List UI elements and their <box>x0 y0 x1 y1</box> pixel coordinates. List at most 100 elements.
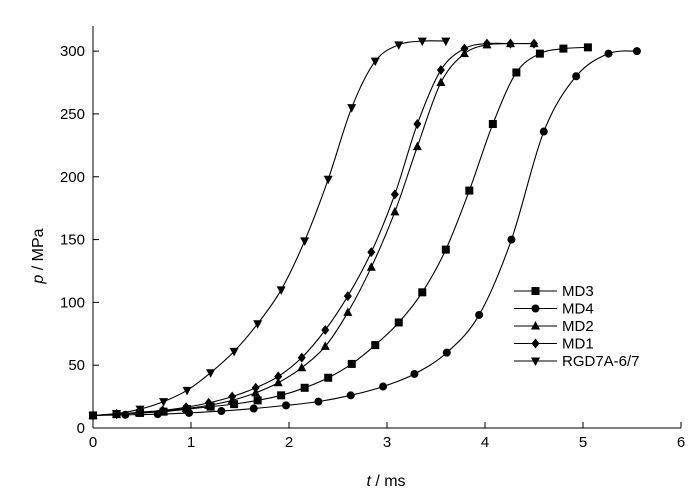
y-tick-label: 250 <box>60 106 85 123</box>
data-point <box>436 64 445 75</box>
y-tick-label: 0 <box>77 420 85 437</box>
data-point <box>230 400 239 409</box>
series-group <box>89 38 538 421</box>
series-line <box>92 42 535 416</box>
data-point <box>482 38 491 49</box>
x-tick-label: 4 <box>481 434 489 451</box>
data-point <box>572 72 581 81</box>
data-point <box>343 307 353 316</box>
legend-marker <box>531 357 540 366</box>
data-point <box>465 186 474 195</box>
y-axis-title: p / MPa <box>30 228 47 284</box>
data-point <box>460 43 469 54</box>
data-point <box>346 391 355 400</box>
data-point <box>559 44 568 53</box>
y-tick-label: 300 <box>60 43 85 60</box>
data-point <box>229 347 239 357</box>
data-point <box>182 402 191 413</box>
data-point <box>379 382 388 391</box>
y-tick-label: 150 <box>60 232 85 249</box>
y-tick-label: 200 <box>60 169 85 186</box>
data-point <box>475 310 484 319</box>
data-point <box>253 320 263 329</box>
data-point <box>604 49 613 58</box>
x-axis-title: t / ms <box>366 473 405 490</box>
data-point <box>88 411 98 421</box>
series-line <box>92 42 534 416</box>
data-point <box>413 118 422 129</box>
data-point <box>390 206 400 216</box>
data-point <box>253 396 262 405</box>
data-point <box>347 359 356 368</box>
data-point <box>512 68 521 77</box>
data-point <box>300 237 310 246</box>
legend-item: MD2 <box>514 318 594 335</box>
data-point <box>158 405 167 416</box>
data-point <box>394 41 404 50</box>
data-point <box>282 401 291 410</box>
data-point <box>182 386 192 396</box>
data-point <box>343 291 352 302</box>
data-point <box>535 49 544 58</box>
legend-item: MD1 <box>514 336 594 353</box>
data-point <box>410 369 419 378</box>
data-point <box>488 119 497 128</box>
data-point <box>436 77 446 87</box>
data-point <box>273 377 283 387</box>
legend-label: MD2 <box>562 318 594 335</box>
x-tick-label: 3 <box>383 434 391 451</box>
series-group <box>88 38 539 419</box>
data-point <box>506 38 515 49</box>
data-point <box>320 341 330 350</box>
legend-marker <box>531 287 540 295</box>
x-tick-label: 2 <box>285 434 293 451</box>
data-point <box>442 348 451 357</box>
legend-item: MD4 <box>514 301 594 318</box>
data-point <box>112 410 122 419</box>
data-point <box>314 397 323 406</box>
data-point <box>370 57 380 67</box>
legend-item: MD3 <box>514 283 594 300</box>
data-point <box>347 104 357 113</box>
series-group <box>89 47 641 420</box>
data-point <box>412 141 422 151</box>
series-line <box>92 46 588 416</box>
data-point <box>507 235 516 244</box>
legend-marker <box>531 321 540 330</box>
data-point <box>367 247 376 258</box>
data-point <box>441 37 451 47</box>
data-point <box>159 398 169 407</box>
data-point <box>274 371 283 382</box>
data-point <box>300 383 309 392</box>
data-point <box>277 391 286 400</box>
data-point <box>394 318 403 327</box>
axes: 0 1 2 3 4 5 6 0 50 100 150 200 250 300 <box>60 26 685 451</box>
data-point <box>441 245 450 254</box>
series-layer <box>88 37 641 421</box>
x-tick-label: 0 <box>89 434 97 451</box>
data-point <box>539 127 548 136</box>
data-point <box>632 47 641 56</box>
data-point <box>418 288 427 297</box>
x-tick-label: 5 <box>579 434 587 451</box>
data-point <box>206 369 216 378</box>
series-group <box>89 43 592 420</box>
x-tick-label: 6 <box>677 434 685 451</box>
y-tick-label: 50 <box>68 357 85 374</box>
data-point <box>297 352 306 363</box>
series-group <box>88 37 451 421</box>
data-point <box>249 404 258 413</box>
data-point <box>297 362 307 372</box>
data-point <box>135 405 145 415</box>
legend-label: MD4 <box>562 301 594 318</box>
series-line <box>92 40 446 416</box>
data-point <box>276 286 286 295</box>
legend-label: RGD7A-6/7 <box>562 353 640 370</box>
legend-item: RGD7A-6/7 <box>514 353 640 370</box>
data-point <box>324 373 333 382</box>
data-point <box>371 341 380 350</box>
data-point <box>530 38 538 49</box>
data-point <box>251 382 260 393</box>
data-point <box>583 43 592 52</box>
